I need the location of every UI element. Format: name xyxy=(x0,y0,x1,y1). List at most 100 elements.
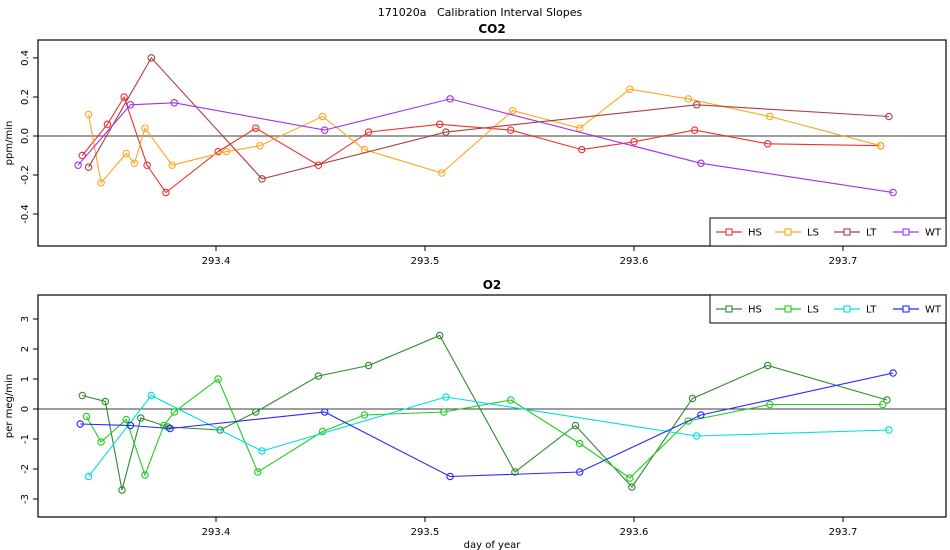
data-point-WT xyxy=(170,99,179,107)
y-tick-label: 3 xyxy=(20,316,31,322)
legend-marker-square xyxy=(902,228,910,236)
data-point-HS xyxy=(101,397,110,406)
panel-border xyxy=(37,39,947,247)
legend-label: HS xyxy=(748,228,762,239)
data-point-HS xyxy=(78,391,87,400)
panel-co2: 293.4 293.5 293.6 293.7 0.4 0.2 0.0 -0.2 -0.4 CO2… xyxy=(4,22,947,267)
data-point-LS xyxy=(82,412,91,421)
data-point-LS xyxy=(684,95,693,103)
data-point-HS xyxy=(162,188,170,197)
data-point-LS xyxy=(437,169,446,177)
legend-marker-square xyxy=(784,228,792,236)
data-point-LS xyxy=(318,427,327,436)
y-tick-label: -3 xyxy=(20,494,31,504)
data-point-HS xyxy=(435,120,444,129)
data-point-LS xyxy=(130,159,139,168)
data-point-LT xyxy=(885,426,893,434)
legend-marker-square xyxy=(725,228,733,236)
x-tick-label: 293.7 xyxy=(829,527,858,538)
legend-marker-square xyxy=(725,305,733,313)
x-tick-label: 293.4 xyxy=(202,256,231,267)
data-point-LS xyxy=(575,124,584,132)
data-point-HS xyxy=(506,126,515,134)
legend-label: LT xyxy=(866,228,877,239)
x-tick-label: 293.6 xyxy=(620,256,649,267)
y-tick-label: -2 xyxy=(20,464,31,474)
data-point-LS xyxy=(360,411,369,419)
data-point-HS xyxy=(314,372,323,380)
data-point-HS xyxy=(118,486,126,494)
data-point-HS xyxy=(364,128,373,136)
data-point-LT xyxy=(147,54,156,62)
series-line-WT xyxy=(77,98,894,194)
data-point-HS xyxy=(630,138,638,146)
data-point-LS xyxy=(876,141,885,150)
data-point-LS xyxy=(509,106,517,115)
data-point-HS xyxy=(690,126,699,134)
series-line-HS xyxy=(82,334,888,491)
data-point-WT xyxy=(320,126,329,134)
data-point-WT xyxy=(889,369,897,377)
x-axis-label: day of year xyxy=(464,540,522,550)
data-point-HS xyxy=(571,421,580,430)
legend-box xyxy=(709,217,947,247)
data-point-LS xyxy=(141,471,149,479)
data-point-LT xyxy=(84,163,93,171)
data-point-WT xyxy=(126,421,135,430)
data-point-LS xyxy=(878,400,887,409)
data-point-WT xyxy=(697,411,705,419)
legend: HS LS LT WT xyxy=(709,294,947,324)
legend: HS LS LT WT xyxy=(709,217,947,247)
data-point-LT xyxy=(258,175,266,183)
data-point-WT xyxy=(320,408,329,416)
data-point-HS xyxy=(628,483,636,491)
data-point-HS xyxy=(688,394,697,403)
data-point-WT xyxy=(76,420,84,428)
data-point-LT xyxy=(442,393,450,401)
legend-marker-square xyxy=(843,305,851,313)
data-point-HS xyxy=(137,414,145,422)
data-point-LS xyxy=(766,400,774,409)
data-point-WT xyxy=(126,101,135,109)
data-point-LS xyxy=(254,468,262,476)
x-tick-label: 293.4 xyxy=(202,527,231,538)
data-point-LS xyxy=(766,112,774,121)
data-point-HS xyxy=(214,147,222,156)
data-point-WT xyxy=(446,95,454,103)
y-axis-label: per meg/min xyxy=(4,374,15,438)
x-tick-label: 293.6 xyxy=(620,527,649,538)
y-tick-label: 0.2 xyxy=(20,89,31,105)
data-point-HS xyxy=(364,361,373,370)
panel-border xyxy=(37,294,947,518)
data-point-LT xyxy=(258,447,266,455)
y-tick-label: 2 xyxy=(20,346,31,352)
data-point-LS xyxy=(97,179,105,187)
data-point-HS xyxy=(763,361,772,370)
x-tick-label: 293.5 xyxy=(411,527,440,538)
data-point-HS xyxy=(252,408,260,416)
data-point-LS xyxy=(122,149,130,158)
data-point-LS xyxy=(626,474,634,482)
legend-label: WT xyxy=(925,228,942,239)
series-line-LT xyxy=(88,394,889,477)
data-point-HS xyxy=(883,396,891,404)
y-tick-label: -0.4 xyxy=(20,204,31,224)
legend-marker-square xyxy=(902,305,910,313)
legend-label: LS xyxy=(807,305,819,316)
data-point-WT xyxy=(74,161,82,169)
x-tick-label: 293.5 xyxy=(411,256,440,267)
data-point-LT xyxy=(692,432,701,440)
legend-label: LS xyxy=(807,228,819,239)
y-tick-label: 0.4 xyxy=(20,50,31,66)
data-point-LS xyxy=(684,417,693,425)
data-point-HS xyxy=(103,120,112,129)
series-line-HS xyxy=(81,95,881,194)
data-point-LS xyxy=(506,396,515,404)
data-point-HS xyxy=(511,468,519,476)
data-point-HS xyxy=(763,140,772,148)
data-point-WT xyxy=(575,468,584,476)
x-tick-label: 293.7 xyxy=(829,256,858,267)
data-point-LT xyxy=(84,472,93,481)
y-tick-label: -1 xyxy=(20,434,31,444)
